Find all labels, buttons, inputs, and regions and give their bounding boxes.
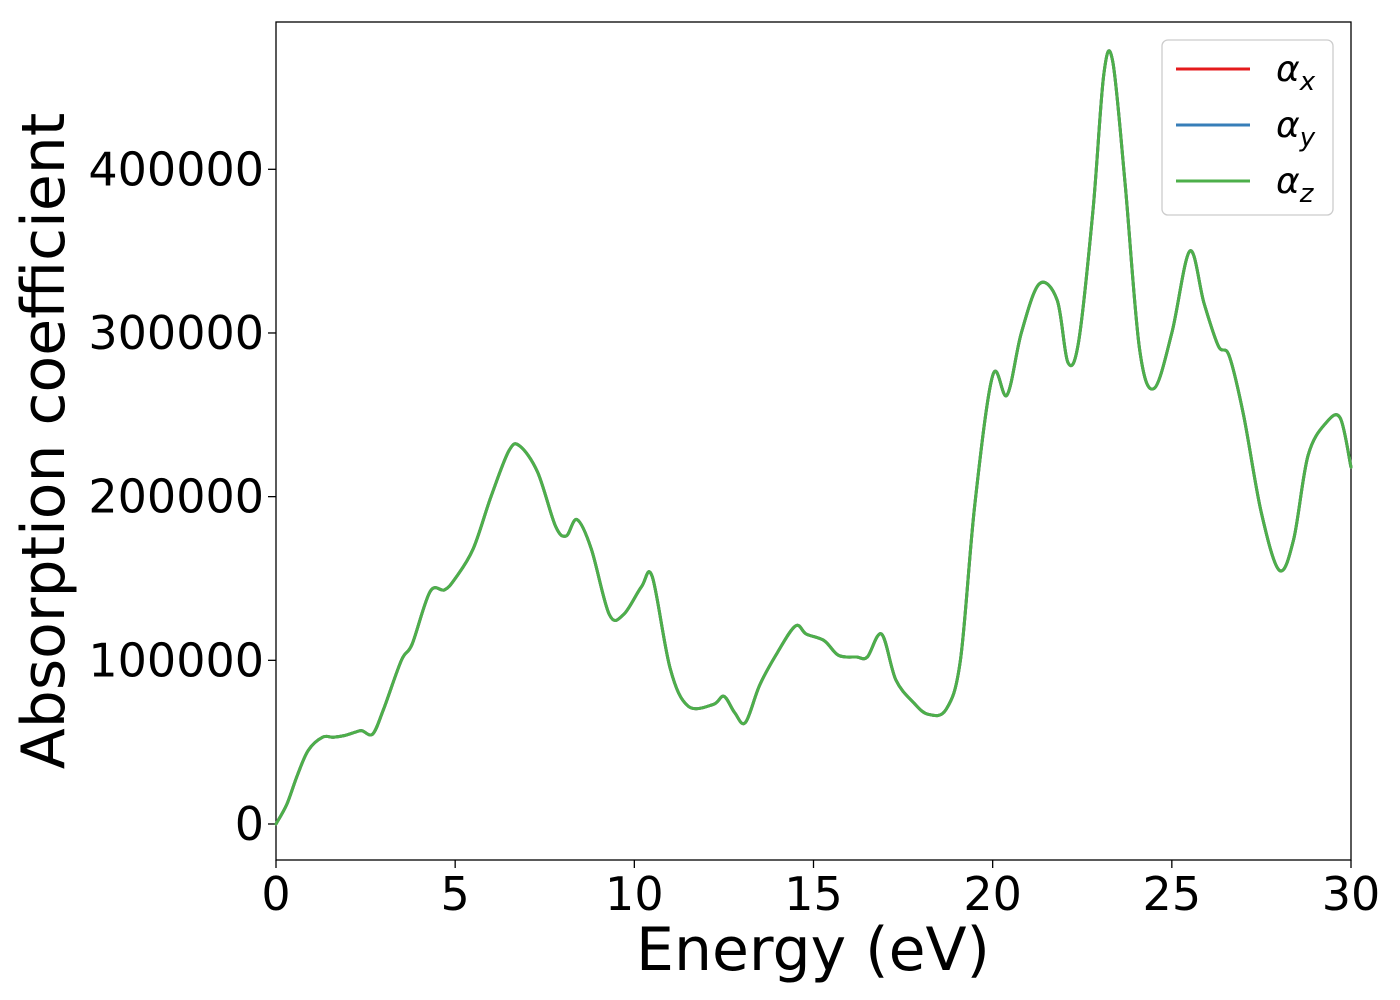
x-tick-label: 10 — [605, 867, 664, 921]
y-axis-label: Absorption coefficient — [9, 113, 79, 770]
x-tick-label: 20 — [963, 867, 1022, 921]
legend-symbol: α — [1276, 105, 1300, 146]
y-tick-label: 200000 — [88, 470, 264, 524]
y-tick-label: 300000 — [88, 306, 264, 360]
x-tick-label: 5 — [441, 867, 470, 921]
x-tick-label: 0 — [261, 867, 290, 921]
x-axis-label: Energy (eV) — [636, 915, 990, 985]
legend: αxαyαz — [1162, 40, 1333, 215]
legend-subscript: y — [1299, 123, 1316, 153]
y-tick-label: 0 — [235, 797, 264, 851]
y-tick-label: 100000 — [88, 633, 264, 687]
x-tick-label: 30 — [1322, 867, 1381, 921]
legend-subscript: x — [1299, 67, 1316, 97]
legend-symbol: α — [1276, 161, 1300, 202]
legend-subscript: z — [1299, 179, 1315, 209]
y-axis-ticks: 0 100000 200000 300000 400000 — [88, 142, 276, 851]
x-tick-label: 25 — [1143, 867, 1202, 921]
legend-symbol: α — [1276, 49, 1300, 90]
x-axis-ticks: 0 5 10 15 20 25 30 — [261, 860, 1380, 921]
x-tick-label: 15 — [784, 867, 843, 921]
y-tick-label: 400000 — [88, 142, 264, 196]
